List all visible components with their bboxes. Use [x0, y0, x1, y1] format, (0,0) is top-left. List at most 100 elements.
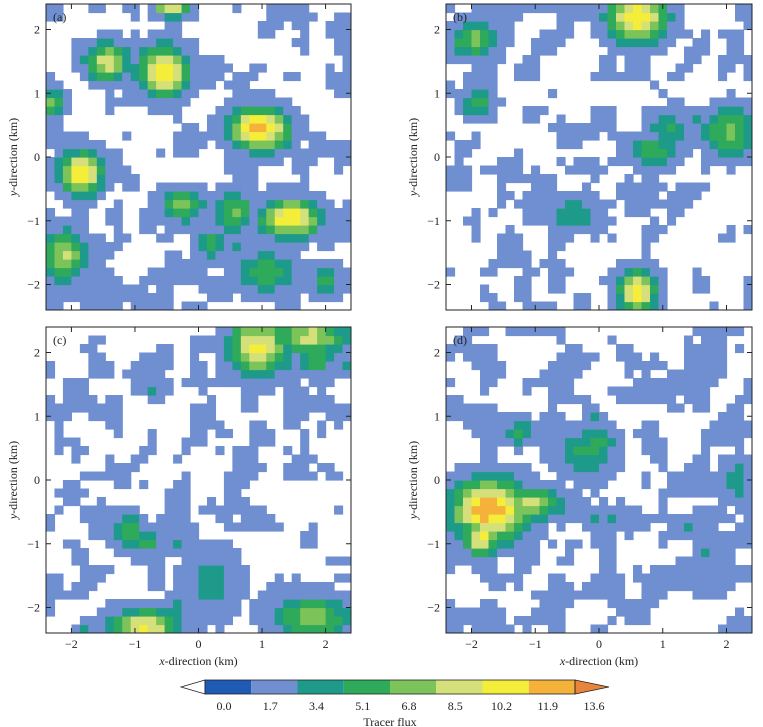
flux-cell	[79, 301, 89, 310]
flux-cell	[317, 378, 327, 388]
flux-cell	[497, 429, 507, 439]
flux-cell	[735, 29, 745, 39]
flux-cell	[181, 480, 191, 490]
flux-cell	[607, 505, 617, 515]
flux-cell	[709, 565, 719, 575]
flux-cell	[556, 395, 566, 405]
flux-cell	[463, 174, 473, 184]
flux-cell	[198, 140, 208, 150]
flux-cell	[190, 208, 200, 218]
flux-cell	[684, 386, 694, 396]
flux-cell	[480, 106, 490, 116]
flux-cell	[164, 505, 174, 515]
flux-cell	[675, 12, 685, 22]
flux-cell	[471, 565, 481, 575]
y-tick-label: 1	[434, 86, 440, 100]
flux-cell	[701, 573, 711, 583]
flux-cell	[223, 369, 233, 379]
flux-cell	[667, 140, 677, 150]
flux-cell	[446, 548, 456, 558]
flux-cell	[471, 531, 481, 541]
flux-cell	[54, 412, 64, 422]
flux-cell	[113, 148, 123, 158]
flux-cell	[556, 191, 566, 201]
flux-cell	[709, 352, 719, 362]
flux-cell	[616, 29, 626, 39]
flux-cell	[684, 514, 694, 524]
flux-cell	[641, 106, 651, 116]
flux-cell	[46, 284, 56, 294]
flux-cell	[46, 140, 56, 150]
flux-cell	[556, 582, 566, 592]
flux-cell	[156, 386, 166, 396]
flux-cell	[325, 590, 335, 600]
flux-cell	[556, 131, 566, 141]
flux-cell	[300, 531, 310, 541]
flux-cell	[650, 216, 660, 226]
flux-cell	[709, 123, 719, 133]
y-axis-label: y-direction (km)	[6, 441, 20, 520]
flux-cell	[283, 378, 293, 388]
flux-cell	[650, 80, 660, 90]
flux-cell	[257, 157, 267, 167]
flux-cell	[317, 344, 327, 354]
flux-cell	[249, 276, 259, 286]
flux-cell	[548, 284, 558, 294]
flux-cell	[650, 565, 660, 575]
flux-cell	[522, 4, 532, 14]
flux-cell	[692, 454, 702, 464]
flux-cell	[308, 607, 318, 617]
flux-cell	[181, 148, 191, 158]
flux-cell	[291, 463, 301, 473]
flux-cell	[88, 250, 98, 260]
flux-cell	[249, 259, 259, 269]
flux-cell	[539, 522, 549, 532]
flux-cell	[105, 607, 115, 617]
flux-cell	[308, 327, 318, 337]
flux-cell	[240, 335, 250, 345]
flux-cell	[624, 174, 634, 184]
flux-cell	[232, 157, 242, 167]
flux-cell	[743, 63, 752, 73]
flux-cell	[173, 208, 183, 218]
flux-cell	[607, 157, 617, 167]
flux-cell	[88, 165, 98, 175]
flux-cell	[624, 191, 634, 201]
flux-cell	[164, 208, 174, 218]
flux-cell	[556, 38, 566, 48]
flux-cell	[232, 344, 242, 354]
flux-cell	[62, 242, 73, 252]
flux-cell	[658, 539, 668, 549]
flux-cell	[79, 395, 89, 405]
flux-cell	[190, 378, 200, 388]
flux-cell	[96, 565, 106, 575]
flux-cell	[164, 29, 174, 39]
flux-cell	[206, 72, 217, 82]
flux-cell	[96, 140, 106, 150]
flux-cell	[641, 72, 651, 82]
flux-cell	[173, 616, 183, 626]
flux-cell	[266, 191, 276, 201]
flux-cell	[240, 514, 250, 524]
flux-cell	[684, 531, 694, 541]
flux-cell	[198, 199, 208, 209]
flux-cell	[641, 165, 651, 175]
flux-cell	[548, 429, 558, 439]
flux-cell	[582, 208, 592, 218]
flux-cell	[88, 573, 98, 583]
flux-cell	[633, 55, 643, 65]
flux-cell	[684, 191, 694, 201]
flux-cell	[718, 157, 728, 167]
flux-cell	[488, 55, 498, 65]
flux-cell	[62, 199, 73, 209]
flux-cell	[743, 573, 752, 583]
flux-cell	[232, 590, 242, 600]
flux-cell	[735, 4, 745, 14]
flux-cell	[497, 514, 507, 524]
flux-cell	[198, 267, 208, 277]
flux-cell	[249, 386, 259, 396]
flux-cell	[240, 463, 250, 473]
flux-cell	[692, 539, 702, 549]
flux-cell	[96, 607, 106, 617]
flux-cell	[223, 522, 233, 532]
